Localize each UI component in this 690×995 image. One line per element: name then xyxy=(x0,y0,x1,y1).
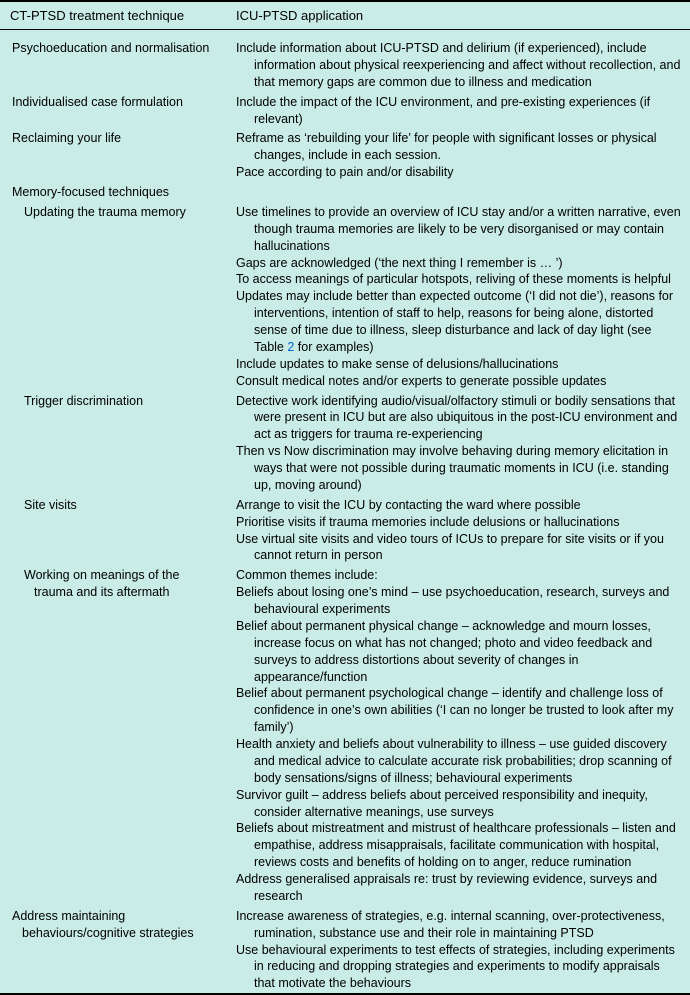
application-paragraph: To access meanings of particular hotspot… xyxy=(236,271,682,288)
table-row: Site visits Arrange to visit the ICU by c… xyxy=(0,495,690,566)
application-cell: Arrange to visit the ICU by contacting t… xyxy=(226,495,690,566)
table-row: Updating the trauma memoryUse timelines … xyxy=(0,202,690,391)
application-cell: Detective work identifying audio/visual/… xyxy=(226,391,690,495)
application-cell: Include the impact of the ICU environmen… xyxy=(226,92,690,129)
technique-cell: Address maintaining behaviours/cognitive… xyxy=(0,906,226,994)
application-cell: Reframe as ‘rebuilding your life’ for pe… xyxy=(226,128,690,182)
technique-cell: Reclaiming your life xyxy=(0,128,226,182)
technique-cell: Individualised case formulation xyxy=(0,92,226,129)
table-row: Individualised case formulation Include t… xyxy=(0,92,690,129)
header-technique: CT-PTSD treatment technique xyxy=(0,1,226,30)
application-paragraph: Use virtual site visits and video tours … xyxy=(236,531,682,565)
application-paragraph: Reframe as ‘rebuilding your life’ for pe… xyxy=(236,130,682,164)
table-row: Reclaiming your life Reframe as ‘rebuildi… xyxy=(0,128,690,182)
table-row: Working on meanings of the trauma and it… xyxy=(0,565,690,906)
application-paragraph: Increase awareness of strategies, e.g. i… xyxy=(236,908,682,942)
application-paragraph: Address generalised appraisals re: trust… xyxy=(236,871,682,905)
table-row: Trigger discriminationDetective work ide… xyxy=(0,391,690,495)
application-paragraph: Then vs Now discrimination may involve b… xyxy=(236,443,682,494)
application-paragraph: Consult medical notes and/or experts to … xyxy=(236,373,682,390)
application-paragraph: Belief about permanent psychological cha… xyxy=(236,685,682,736)
table-header-row: CT-PTSD treatment technique ICU-PTSD app… xyxy=(0,1,690,30)
application-cell: Include information about ICU-PTSD and d… xyxy=(226,30,690,92)
application-paragraph: Beliefs about losing one’s mind – use ps… xyxy=(236,584,682,618)
technique-cell: Memory-focused techniques xyxy=(0,182,226,202)
application-paragraph: Survivor guilt – address beliefs about p… xyxy=(236,787,682,821)
technique-cell: Site visits xyxy=(0,495,226,566)
technique-cell: Trigger discrimination xyxy=(0,391,226,495)
application-paragraph: Belief about permanent physical change –… xyxy=(236,618,682,686)
application-cell: Common themes include:Beliefs about losi… xyxy=(226,565,690,906)
table-row: Memory-focused techniques xyxy=(0,182,690,202)
application-paragraph: Prioritise visits if trauma memories inc… xyxy=(236,514,682,531)
application-paragraph: Include updates to make sense of delusio… xyxy=(236,356,682,373)
table-row: Psychoeducation and normalisationInclude… xyxy=(0,30,690,92)
technique-cell: Working on meanings of the trauma and it… xyxy=(0,565,226,906)
application-paragraph: Use behavioural experiments to test effe… xyxy=(236,942,682,993)
application-paragraph: Use timelines to provide an overview of … xyxy=(236,204,682,255)
header-application: ICU-PTSD application xyxy=(226,1,690,30)
application-paragraph: Include the impact of the ICU environmen… xyxy=(236,94,682,128)
application-cell: Increase awareness of strategies, e.g. i… xyxy=(226,906,690,994)
application-paragraph: Updates may include better than expected… xyxy=(236,288,682,356)
application-cell xyxy=(226,182,690,202)
application-paragraph: Gaps are acknowledged (‘the next thing I… xyxy=(236,255,682,272)
application-paragraph: Beliefs about mistreatment and mistrust … xyxy=(236,820,682,871)
application-paragraph: Health anxiety and beliefs about vulnera… xyxy=(236,736,682,787)
technique-cell: Updating the trauma memory xyxy=(0,202,226,391)
page-container: CT-PTSD treatment technique ICU-PTSD app… xyxy=(0,0,690,995)
application-cell: Use timelines to provide an overview of … xyxy=(226,202,690,391)
application-paragraph: Detective work identifying audio/visual/… xyxy=(236,393,682,444)
technique-cell: Psychoeducation and normalisation xyxy=(0,30,226,92)
application-paragraph: Common themes include: xyxy=(236,567,682,584)
application-paragraph: Pace according to pain and/or disability xyxy=(236,164,682,181)
paragraph-text: for examples) xyxy=(294,340,373,354)
treatment-table: CT-PTSD treatment technique ICU-PTSD app… xyxy=(0,0,690,995)
application-paragraph: Include information about ICU-PTSD and d… xyxy=(236,40,682,91)
table-row: Address maintaining behaviours/cognitive… xyxy=(0,906,690,994)
table-body: Psychoeducation and normalisationInclude… xyxy=(0,30,690,995)
application-paragraph: Arrange to visit the ICU by contacting t… xyxy=(236,497,682,514)
